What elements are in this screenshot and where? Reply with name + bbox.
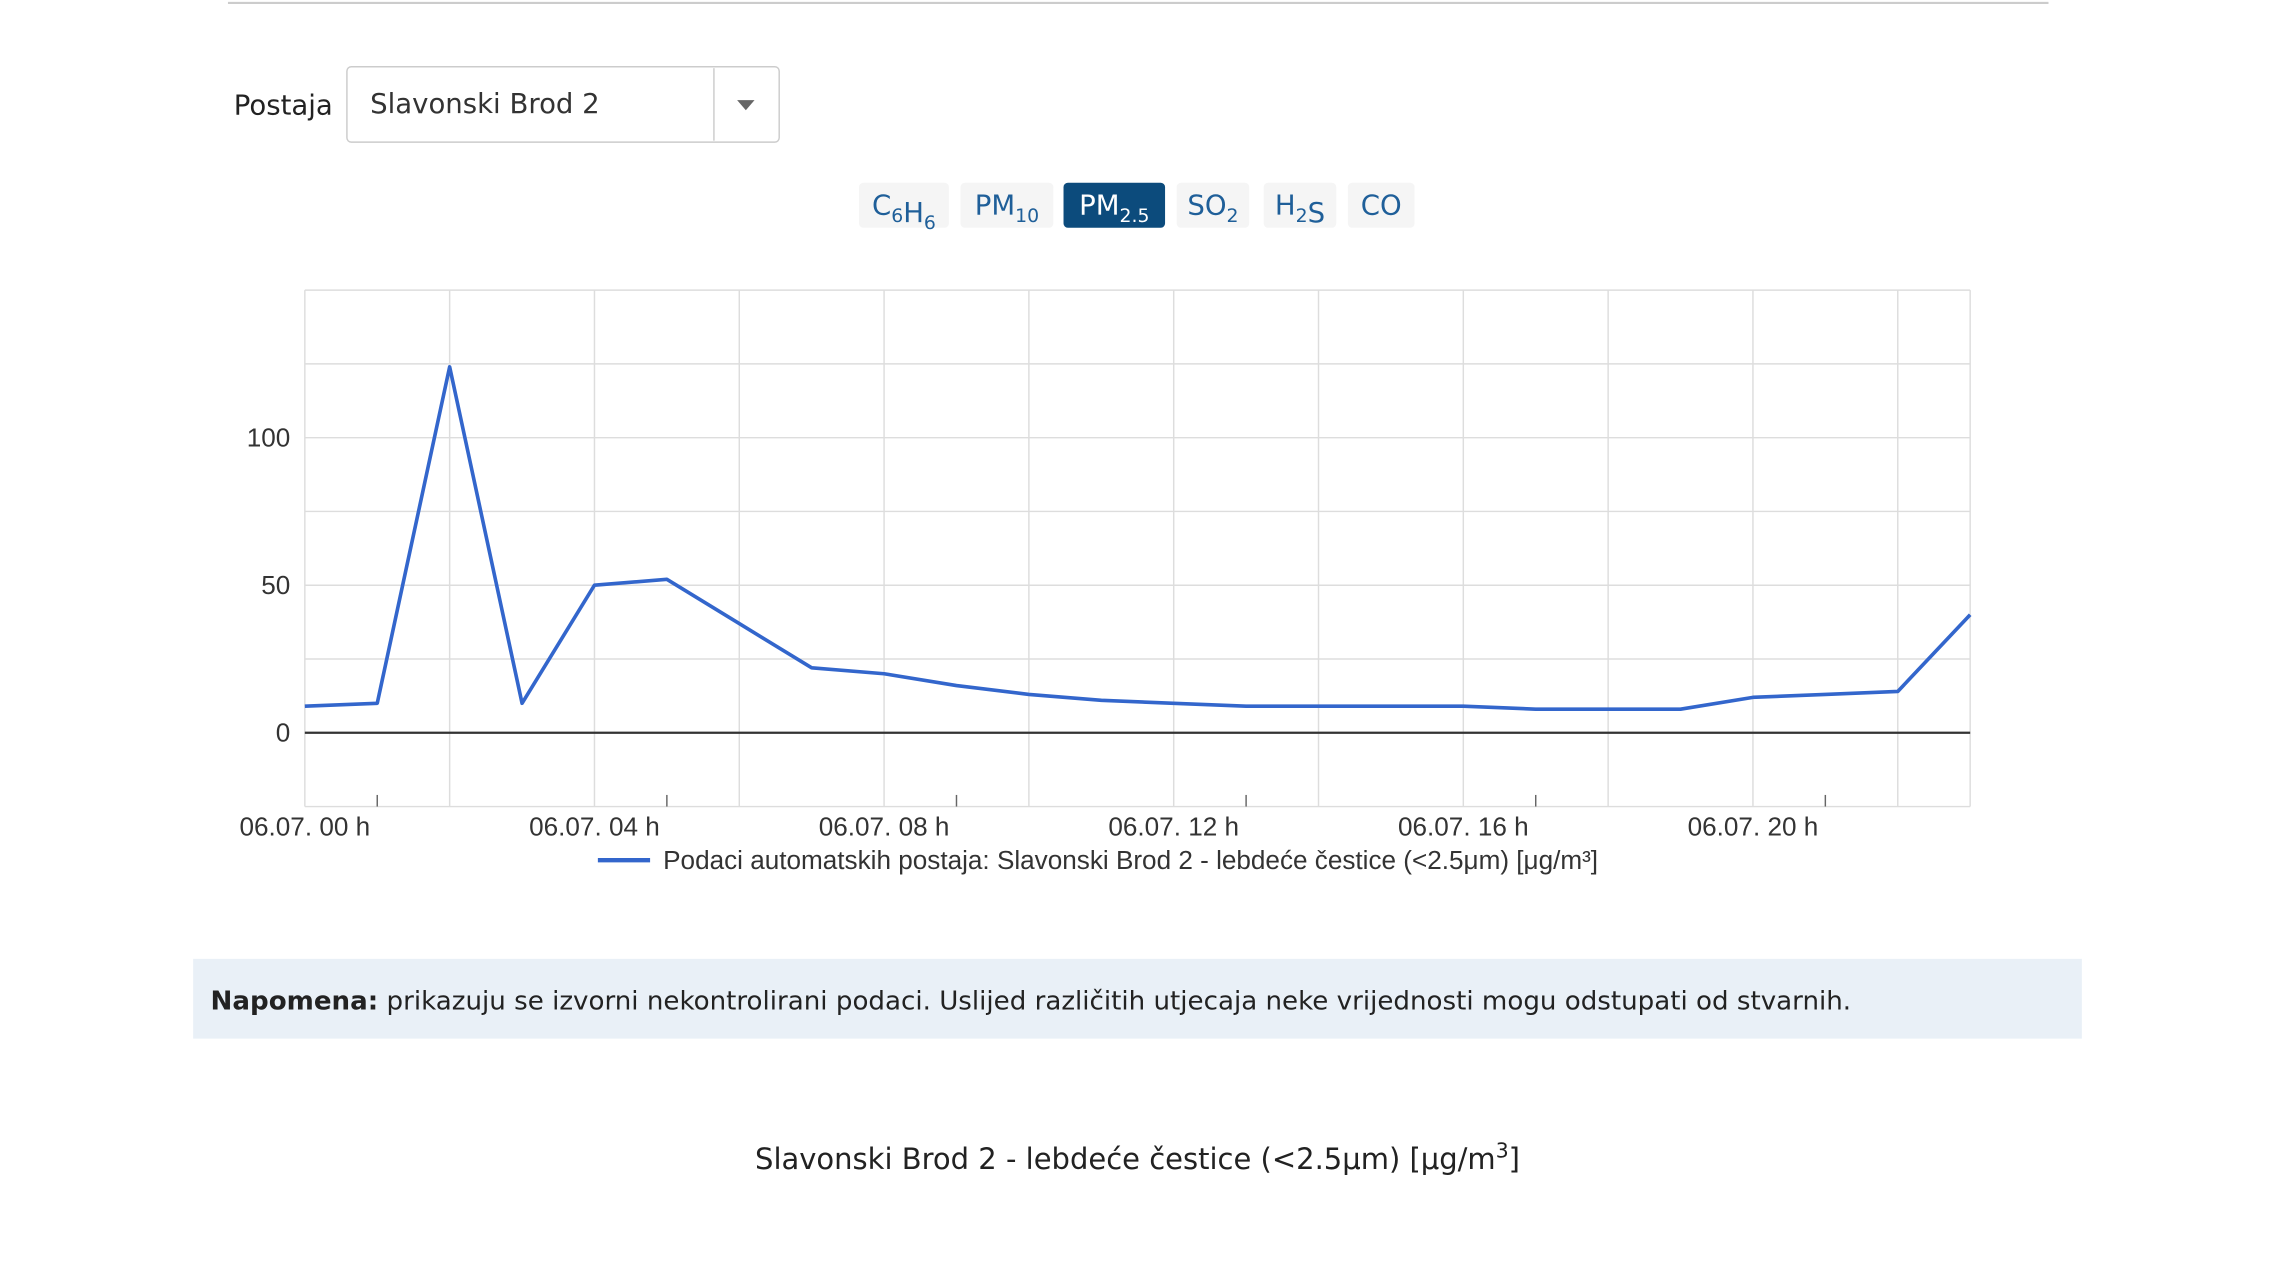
pollutant-button[interactable]: CO	[1347, 182, 1415, 228]
pollutant-button[interactable]: PM10	[960, 182, 1054, 228]
button-subscript[interactable]: 10	[1015, 206, 1039, 227]
button-subscript[interactable]: 6	[891, 206, 903, 227]
note: Napomena: prikazuju se izvorni nekontrol…	[211, 987, 1852, 1017]
button-text[interactable]: S	[1308, 197, 1326, 229]
note-label: Napomena:	[211, 987, 379, 1017]
title-text: ]	[1509, 1142, 1520, 1176]
button-text[interactable]: PM	[1079, 190, 1119, 222]
button-subscript[interactable]: 2.5	[1120, 206, 1150, 227]
select-value[interactable]: Slavonski Brod 2	[370, 88, 600, 120]
note-box	[193, 958, 2082, 1039]
pollutant-button[interactable]: SO2	[1176, 182, 1250, 228]
x-tick-label: 06.07. 08 h	[819, 812, 950, 842]
button-bg[interactable]	[1176, 182, 1250, 228]
button-text[interactable]: CO	[1361, 190, 1402, 222]
title-text: Slavonski Brod 2 - lebdeće čestice (<2.5…	[755, 1142, 1496, 1176]
button-label[interactable]: CO	[1361, 190, 1402, 222]
button-label[interactable]: H2S	[1275, 190, 1325, 229]
legend-label[interactable]: Podaci automatskih postaja: Slavonski Br…	[663, 845, 1598, 875]
x-tick-label: 06.07. 00 h	[240, 812, 371, 842]
dropdown-arrow[interactable]	[737, 100, 755, 111]
y-tick-label: 50	[261, 570, 290, 600]
superscript: 3	[1496, 1139, 1509, 1163]
y-tick-label: 0	[276, 717, 291, 747]
station-select[interactable]: Slavonski Brod 2	[346, 66, 780, 143]
x-tick-label: 06.07. 04 h	[529, 812, 660, 842]
button-bg[interactable]	[1263, 182, 1337, 228]
x-tick-label: 06.07. 16 h	[1398, 812, 1529, 842]
station-label: Postaja	[234, 90, 333, 122]
button-bg[interactable]	[960, 182, 1054, 228]
button-subscript[interactable]: 6	[924, 213, 936, 234]
footer-title: Slavonski Brod 2 - lebdeće čestice (<2.5…	[755, 1139, 1520, 1177]
button-text[interactable]: C	[872, 190, 891, 222]
x-tick-label: 06.07. 20 h	[1688, 812, 1819, 842]
button-label[interactable]: PM2.5	[1079, 190, 1149, 227]
select-box[interactable]	[346, 66, 780, 143]
chart: 0 50 100 06.07. 00 h 06.07. 04 h 06.07. 08 h 0…	[240, 289, 1972, 875]
button-bg[interactable]	[1347, 182, 1415, 228]
button-label[interactable]: SO2	[1187, 190, 1238, 227]
button-bg[interactable]	[1063, 182, 1166, 228]
button-label[interactable]: C6H6	[872, 190, 936, 235]
button-subscript[interactable]: 2	[1296, 206, 1308, 227]
pollutant-button[interactable]: PM2.5	[1063, 182, 1166, 228]
button-text[interactable]: PM	[975, 190, 1015, 222]
y-tick-label: 100	[247, 422, 291, 452]
button-text[interactable]: H	[903, 197, 924, 229]
pollutant-button[interactable]: H2S	[1263, 182, 1337, 229]
pollutant-button[interactable]: C6H6	[858, 182, 949, 235]
button-text[interactable]: H	[1275, 190, 1296, 222]
button-bg[interactable]	[858, 182, 949, 228]
button-label[interactable]: PM10	[975, 190, 1039, 227]
note-text: prikazuju se izvorni nekontrolirani poda…	[387, 987, 1852, 1017]
data-line	[304, 365, 1972, 711]
button-subscript[interactable]: 2	[1227, 206, 1239, 227]
button-text[interactable]: SO	[1187, 190, 1226, 222]
x-tick-label: 06.07. 12 h	[1108, 812, 1239, 842]
